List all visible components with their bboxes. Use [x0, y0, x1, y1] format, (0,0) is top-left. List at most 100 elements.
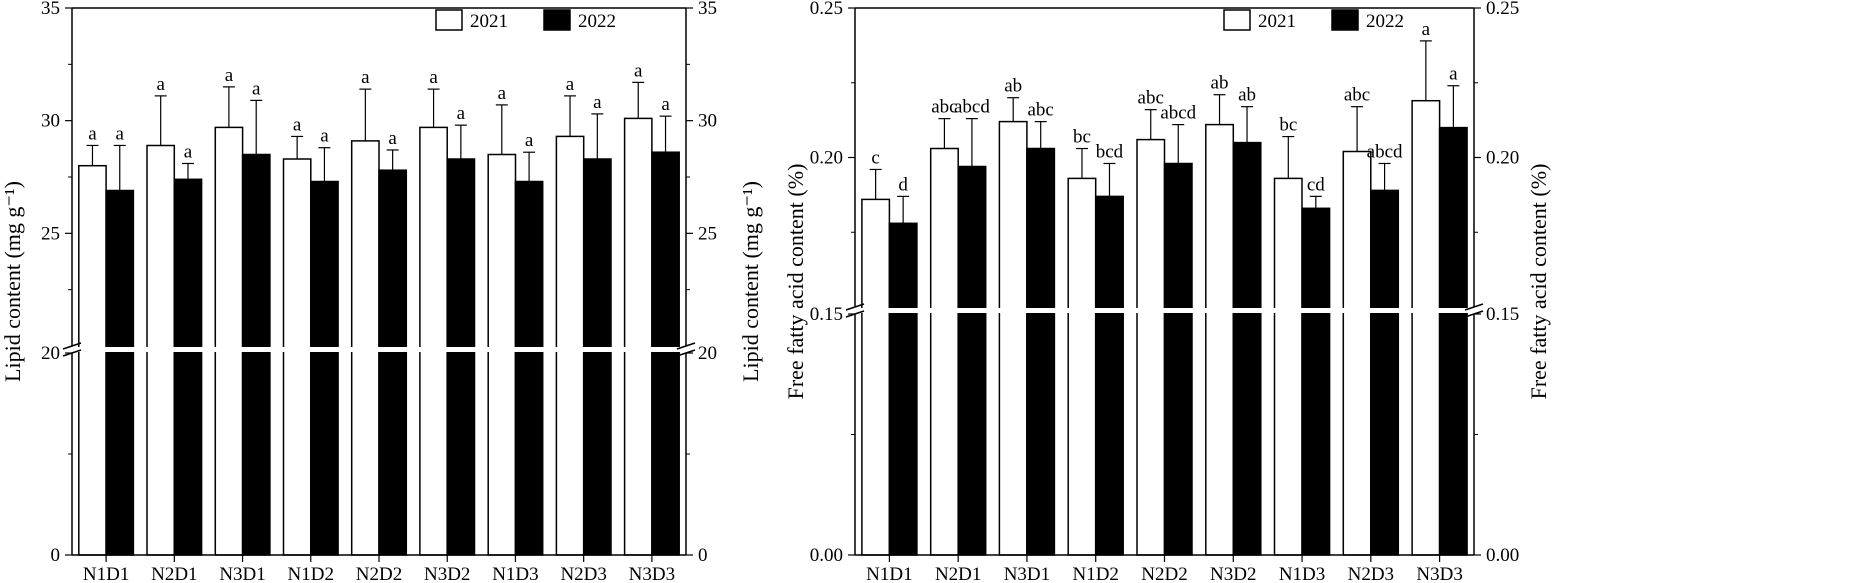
significance-letter: a	[457, 103, 466, 124]
axis-break-mark	[1464, 303, 1484, 311]
x-tick-label: N3D2	[1210, 564, 1256, 583]
bar-2021-N1D2	[1067, 177, 1097, 556]
y-axis-title-left: Free fatty acid content (%)	[783, 164, 808, 400]
x-tick-label: N1D2	[1072, 564, 1118, 583]
bar-2021-N3D2	[1205, 123, 1235, 556]
x-tick-label: N2D3	[560, 564, 606, 583]
bar-2022-N3D1	[241, 153, 271, 556]
x-tick-label: N1D3	[1279, 564, 1325, 583]
bar-2022-N1D3	[514, 180, 544, 556]
y-tick-label: 30	[698, 111, 717, 132]
bar-2021-N2D3	[555, 135, 585, 556]
significance-letter: a	[225, 65, 234, 86]
axis-break-gap	[58, 347, 700, 352]
significance-letter: abcd	[954, 97, 990, 118]
significance-letter: a	[156, 74, 165, 95]
significance-letter: a	[116, 124, 125, 145]
y-tick-label: 35	[41, 0, 60, 19]
bar-2022-N3D2	[1232, 141, 1262, 556]
bar-2021-N3D3	[623, 117, 653, 556]
bar-2022-N3D1	[1026, 147, 1056, 556]
significance-letter: ab	[1211, 73, 1229, 94]
x-tick-label: N3D3	[1416, 564, 1462, 583]
y-tick-label: 0.25	[810, 0, 843, 19]
x-tick-label: N3D3	[629, 564, 675, 583]
panel-lipid-content: a aN1D1aaN2D1aaN3D1aaN1D2aaN2D2aaN3D2aaN1…	[0, 0, 763, 583]
bar-2021-N1D1	[78, 164, 107, 556]
significance-letter: abcd	[1160, 103, 1196, 124]
bar-2021-N1D2	[282, 158, 312, 556]
bar-2022-N2D2	[1163, 162, 1193, 556]
bar-2021-N2D3	[1342, 150, 1372, 556]
significance-letter: a	[593, 92, 602, 113]
significance-letter: a	[1449, 64, 1458, 85]
significance-letter: bc	[1279, 115, 1297, 136]
significance-letter: a	[1422, 19, 1431, 40]
bar-2022-N3D2	[446, 158, 476, 556]
y-tick-label: 0	[51, 545, 61, 566]
y-tick-label: 0	[698, 545, 708, 566]
bar-2022-N1D2	[1094, 195, 1124, 556]
bar-2021-N3D2	[419, 126, 448, 556]
x-tick-label: N3D2	[424, 564, 470, 583]
legend-swatch-2022	[1331, 9, 1359, 31]
legend-label: 2021	[1258, 11, 1296, 32]
bar-2022-N3D3	[651, 151, 680, 556]
significance-letter: a	[525, 130, 534, 151]
bar-2022-N1D1	[888, 222, 918, 556]
legend-label: 2022	[1366, 11, 1404, 32]
significance-letter: a	[661, 94, 670, 115]
x-tick-label: N3D1	[219, 564, 265, 583]
bar-2021-N3D3	[1411, 99, 1441, 556]
y-tick-label: 0.20	[810, 148, 843, 169]
bar-2022-N1D1	[105, 189, 135, 556]
legend-label: 2022	[578, 11, 616, 32]
significance-letter: a	[388, 128, 397, 149]
significance-letter: abcd	[1367, 142, 1403, 163]
bar-2022-N2D3	[582, 158, 612, 556]
y-tick-label: 35	[698, 0, 717, 19]
bar-2021-N2D1	[929, 147, 959, 556]
significance-letter: c	[871, 148, 879, 169]
y-tick-label: 0.20	[1486, 148, 1519, 169]
significance-letter: cd	[1307, 174, 1325, 195]
significance-letter: abc	[1028, 100, 1054, 121]
y-tick-label: 0.00	[1486, 545, 1519, 566]
bar-2022-N2D1	[957, 165, 987, 556]
bar-2021-N2D2	[1136, 138, 1166, 556]
significance-letter: ab	[1238, 85, 1256, 106]
bar-2021-N3D1	[214, 126, 244, 556]
legend-label: 2021	[470, 11, 508, 32]
x-tick-label: N3D1	[1004, 564, 1050, 583]
x-tick-label: N1D3	[492, 564, 538, 583]
y-tick-label: 0.15	[810, 304, 843, 325]
legend-swatch-2021	[1223, 9, 1251, 31]
x-tick-label: N1D1	[866, 564, 912, 583]
significance-letter: a	[293, 114, 302, 135]
significance-letter: abc	[1138, 88, 1164, 109]
x-tick-label: N1D2	[288, 564, 334, 583]
y-tick-label: 25	[41, 223, 60, 244]
bar-2022-N2D2	[378, 169, 408, 556]
bar-2022-N3D3	[1438, 126, 1468, 556]
y-tick-label: 25	[698, 223, 717, 244]
panel-free-fatty-acid-content: cdN1D1abcabcdN2D1ababcN3D1bcbcdN1D2abcab…	[783, 0, 1551, 583]
significance-letter: a	[252, 78, 261, 99]
legend-swatch-2021	[435, 9, 463, 31]
significance-letter: abc	[1344, 85, 1370, 106]
bar-2022-N1D3	[1301, 207, 1331, 556]
significance-letter: bcd	[1096, 142, 1124, 163]
bar-2022-N2D3	[1370, 189, 1400, 556]
x-tick-label: N2D2	[356, 564, 402, 583]
significance-letter: d	[898, 174, 908, 195]
x-tick-label: N1D1	[83, 564, 129, 583]
significance-letter: a	[88, 124, 97, 145]
bar-2022-N1D2	[310, 180, 339, 556]
significance-letter: a	[566, 74, 575, 95]
x-tick-label: N2D1	[935, 564, 981, 583]
bar-2021-N3D1	[998, 120, 1028, 556]
bar-2021-N1D1	[861, 198, 891, 556]
bar-2021-N1D3	[1273, 177, 1303, 556]
significance-letter: a	[634, 60, 643, 81]
